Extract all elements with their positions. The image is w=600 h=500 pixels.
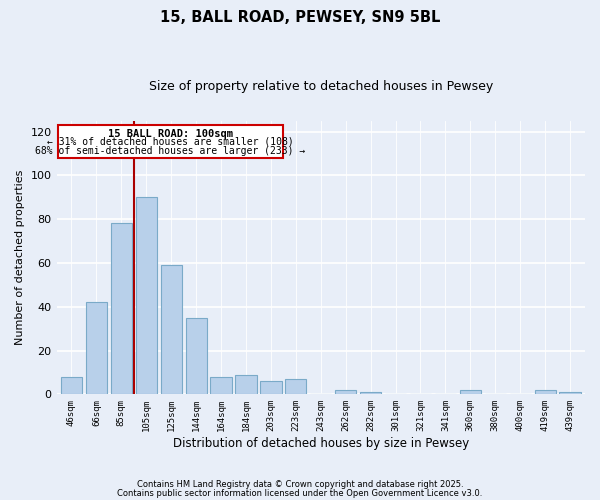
Text: 15 BALL ROAD: 100sqm: 15 BALL ROAD: 100sqm bbox=[108, 130, 233, 140]
FancyBboxPatch shape bbox=[58, 125, 283, 158]
Bar bbox=[185, 318, 207, 394]
X-axis label: Distribution of detached houses by size in Pewsey: Distribution of detached houses by size … bbox=[173, 437, 469, 450]
Title: Size of property relative to detached houses in Pewsey: Size of property relative to detached ho… bbox=[149, 80, 493, 93]
Bar bbox=[211, 377, 232, 394]
Bar bbox=[360, 392, 381, 394]
Bar bbox=[86, 302, 107, 394]
Bar bbox=[260, 381, 281, 394]
Bar bbox=[136, 197, 157, 394]
Text: Contains public sector information licensed under the Open Government Licence v3: Contains public sector information licen… bbox=[118, 488, 482, 498]
Bar bbox=[535, 390, 556, 394]
Y-axis label: Number of detached properties: Number of detached properties bbox=[15, 170, 25, 345]
Bar bbox=[161, 265, 182, 394]
Bar bbox=[235, 374, 257, 394]
Bar bbox=[285, 379, 307, 394]
Text: 15, BALL ROAD, PEWSEY, SN9 5BL: 15, BALL ROAD, PEWSEY, SN9 5BL bbox=[160, 10, 440, 25]
Bar bbox=[61, 377, 82, 394]
Text: Contains HM Land Registry data © Crown copyright and database right 2025.: Contains HM Land Registry data © Crown c… bbox=[137, 480, 463, 489]
Bar bbox=[111, 224, 132, 394]
Text: 68% of semi-detached houses are larger (233) →: 68% of semi-detached houses are larger (… bbox=[35, 146, 306, 156]
Bar bbox=[559, 392, 581, 394]
Bar bbox=[335, 390, 356, 394]
Text: ← 31% of detached houses are smaller (108): ← 31% of detached houses are smaller (10… bbox=[47, 137, 294, 147]
Bar bbox=[460, 390, 481, 394]
